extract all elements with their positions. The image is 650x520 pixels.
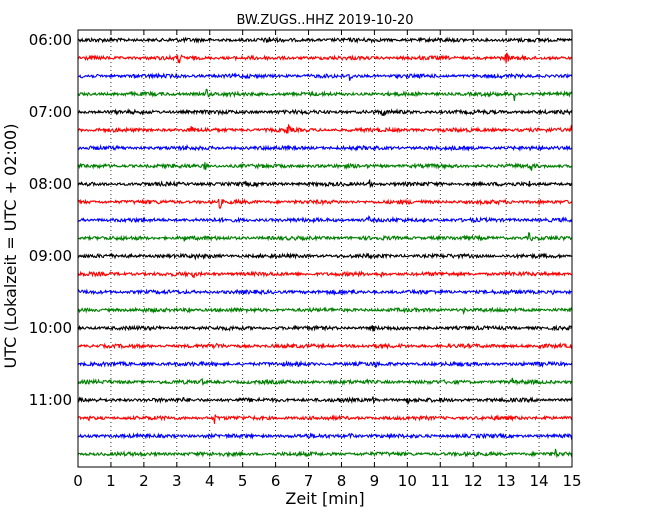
- x-tick-label: 9: [370, 472, 380, 490]
- seismic-trace-0630: [77, 72, 573, 81]
- seismic-trace-0900: [77, 252, 573, 261]
- seismic-trace-1000: [77, 324, 573, 332]
- x-tick-label: 11: [431, 472, 450, 490]
- seismic-trace-0745: [77, 162, 573, 171]
- y-tick-label: 06:00: [29, 31, 72, 49]
- seismic-trace-1115: [77, 414, 573, 424]
- x-tick-label: 7: [304, 472, 314, 490]
- seismic-trace-0700: [77, 107, 573, 117]
- seismic-trace-1145: [77, 448, 573, 459]
- x-tick-label: 1: [106, 472, 116, 490]
- seismic-trace-0815: [77, 198, 573, 210]
- seismic-trace-0915: [77, 270, 573, 279]
- seismic-trace-1100: [77, 396, 573, 406]
- grid-lines: [110, 30, 540, 467]
- x-tick-label: 4: [205, 472, 215, 490]
- x-tick-label: 15: [562, 472, 581, 490]
- x-tick-label: 12: [464, 472, 483, 490]
- x-tick-label: 2: [139, 472, 149, 490]
- seismic-trace-1030: [77, 360, 573, 369]
- y-tick-label: 10:00: [29, 319, 72, 337]
- y-axis-label: UTC (Lokalzeit = UTC + 02:00): [1, 124, 20, 369]
- seismic-trace-0930: [77, 288, 573, 296]
- x-tick-label: 8: [337, 472, 347, 490]
- seismic-trace-0830: [77, 215, 573, 224]
- x-axis-label: Zeit [min]: [285, 489, 364, 508]
- seismic-trace-1045: [77, 377, 573, 386]
- seismic-trace-0730: [77, 144, 573, 152]
- seismic-trace-0615: [77, 52, 573, 64]
- x-tick-label: 14: [530, 472, 549, 490]
- seismic-trace-0945: [77, 306, 573, 316]
- y-tick-label: 11:00: [29, 391, 72, 409]
- x-tick-label: 10: [398, 472, 417, 490]
- x-axis-ticks: 0 1 2 3 4 5 6 7 8 9 10 11 12 13 14 15: [73, 30, 582, 490]
- seismic-trace-1130: [77, 432, 573, 441]
- x-tick-label: 5: [238, 472, 248, 490]
- x-tick-label: 0: [73, 472, 83, 490]
- chart-title: BW.ZUGS..HHZ 2019-10-20: [236, 13, 413, 28]
- seismic-trace-1015: [77, 341, 573, 350]
- seismic-traces: [77, 36, 573, 459]
- y-tick-label: 09:00: [29, 247, 72, 265]
- seismic-trace-0600: [77, 36, 573, 44]
- x-tick-label: 3: [172, 472, 182, 490]
- y-tick-label: 07:00: [29, 103, 72, 121]
- seismic-trace-0645: [77, 88, 573, 101]
- seismic-trace-0715: [77, 123, 573, 134]
- seismic-trace-0800: [77, 179, 573, 189]
- y-tick-label: 08:00: [29, 175, 72, 193]
- x-tick-label: 6: [271, 472, 281, 490]
- x-tick-label: 13: [497, 472, 516, 490]
- plot-frame: [77, 29, 573, 468]
- y-axis-ticks: 06:00 07:00 08:00 09:00 10:00 11:00: [29, 31, 572, 409]
- seismic-trace-0845: [77, 232, 573, 242]
